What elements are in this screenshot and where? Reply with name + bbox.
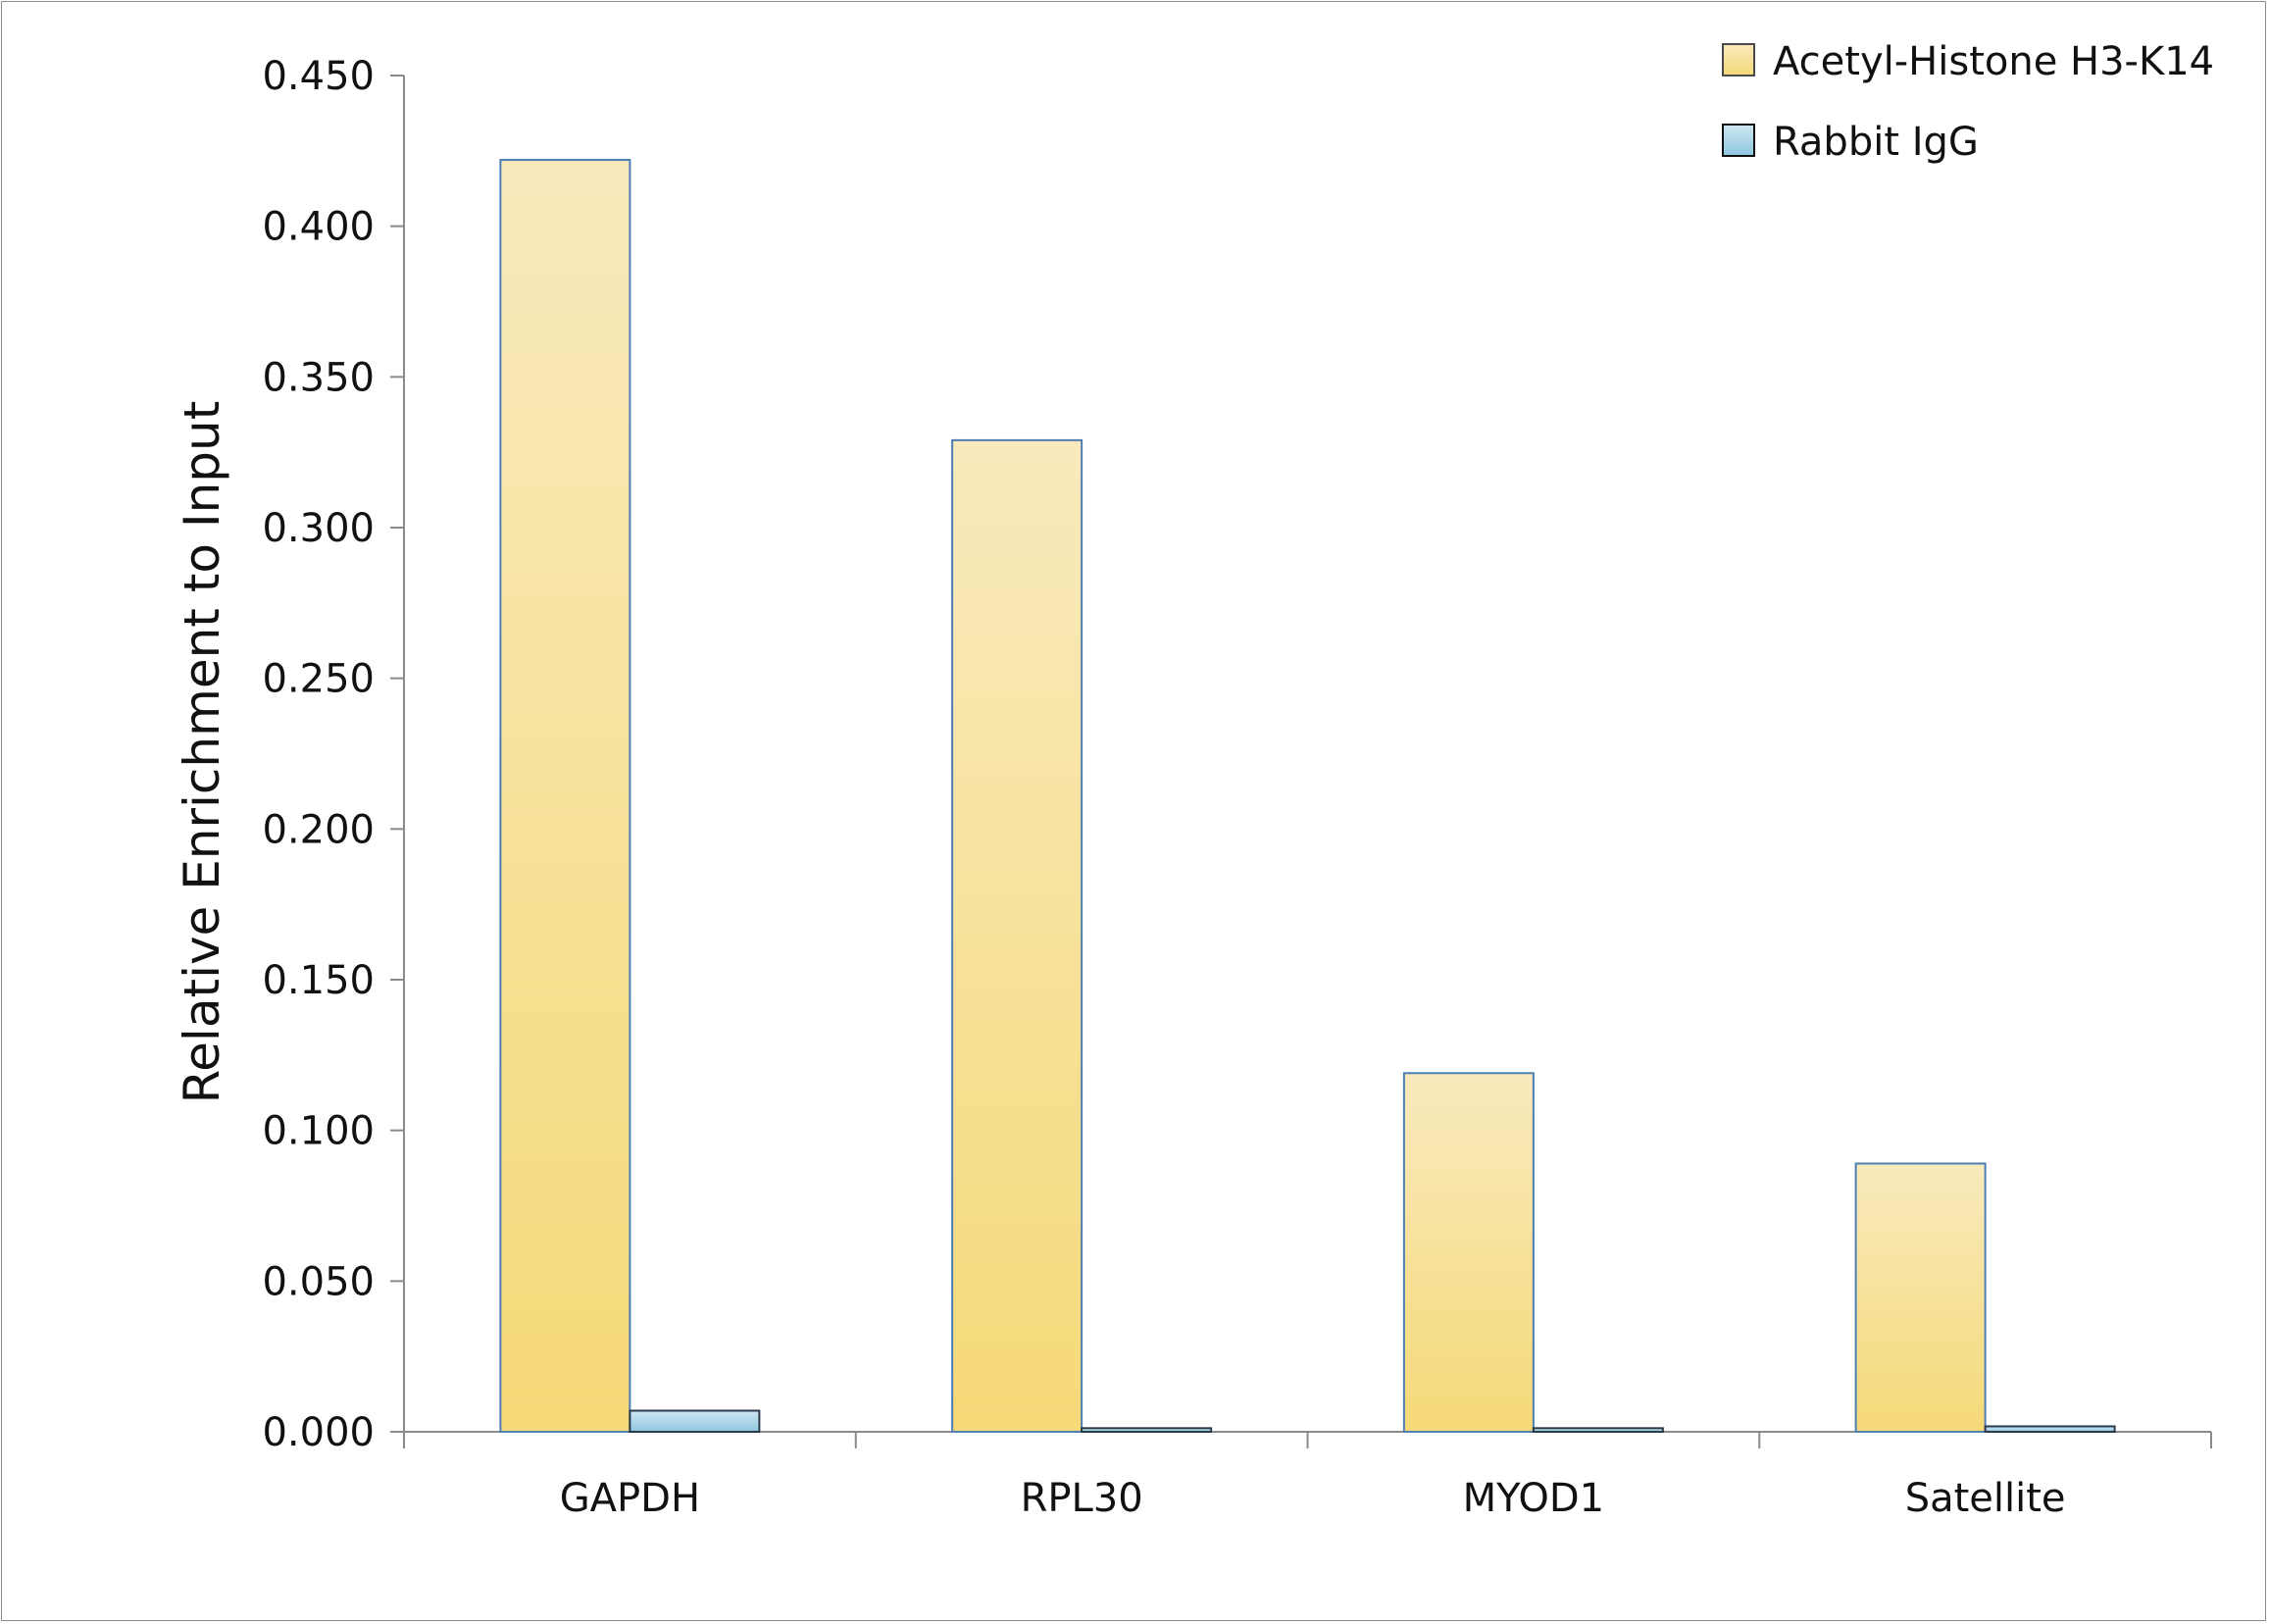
bar-rabbit-igg-gapdh <box>629 1409 761 1434</box>
x-category-label: Satellite <box>1905 1476 2066 1521</box>
bar-rabbit-igg-satellite <box>1984 1425 2116 1434</box>
y-axis: 0.000 0.050 0.100 0.150 0.200 0.250 0.300 0.350… <box>262 54 405 1455</box>
y-tick-label: 0.050 <box>262 1259 375 1304</box>
legend-swatch-acetyl-histone <box>1722 43 1755 76</box>
y-tick-label: 0.400 <box>262 205 375 250</box>
x-category-label: GAPDH <box>560 1476 700 1521</box>
y-axis-title: Relative Enrichment to Input <box>174 401 230 1104</box>
y-tick-label: 0.150 <box>262 958 375 1003</box>
bar-acetyl-histone-rpl30 <box>951 438 1084 1433</box>
bar-rabbit-igg-myod1 <box>1532 1427 1664 1434</box>
y-tick-label: 0.100 <box>262 1109 375 1154</box>
x-category-label: MYOD1 <box>1463 1476 1605 1521</box>
bar-acetyl-histone-myod1 <box>1402 1072 1535 1433</box>
legend-label-acetyl-histone: Acetyl-Histone H3-K14 <box>1773 39 2214 84</box>
legend-swatch-rabbit-igg <box>1722 124 1755 157</box>
bar-acetyl-histone-gapdh <box>499 159 631 1433</box>
y-tick-label: 0.250 <box>262 657 375 702</box>
bars-group <box>499 159 2116 1434</box>
y-tick-label: 0.200 <box>262 807 375 852</box>
x-category-label: RPL30 <box>1021 1476 1143 1521</box>
bar-rabbit-igg-rpl30 <box>1081 1427 1213 1434</box>
bar-acetyl-histone-satellite <box>1854 1162 1987 1434</box>
x-axis: GAPDH RPL30 MYOD1 Satellite <box>403 1431 2212 1521</box>
y-tick-label: 0.000 <box>262 1410 375 1455</box>
legend-label-rabbit-igg: Rabbit IgG <box>1773 120 1979 165</box>
y-tick-label: 0.450 <box>262 54 375 99</box>
legend: Acetyl-Histone H3-K14 Rabbit IgG <box>1722 39 2214 165</box>
y-tick-label: 0.350 <box>262 355 375 400</box>
y-tick-label: 0.300 <box>262 506 375 551</box>
